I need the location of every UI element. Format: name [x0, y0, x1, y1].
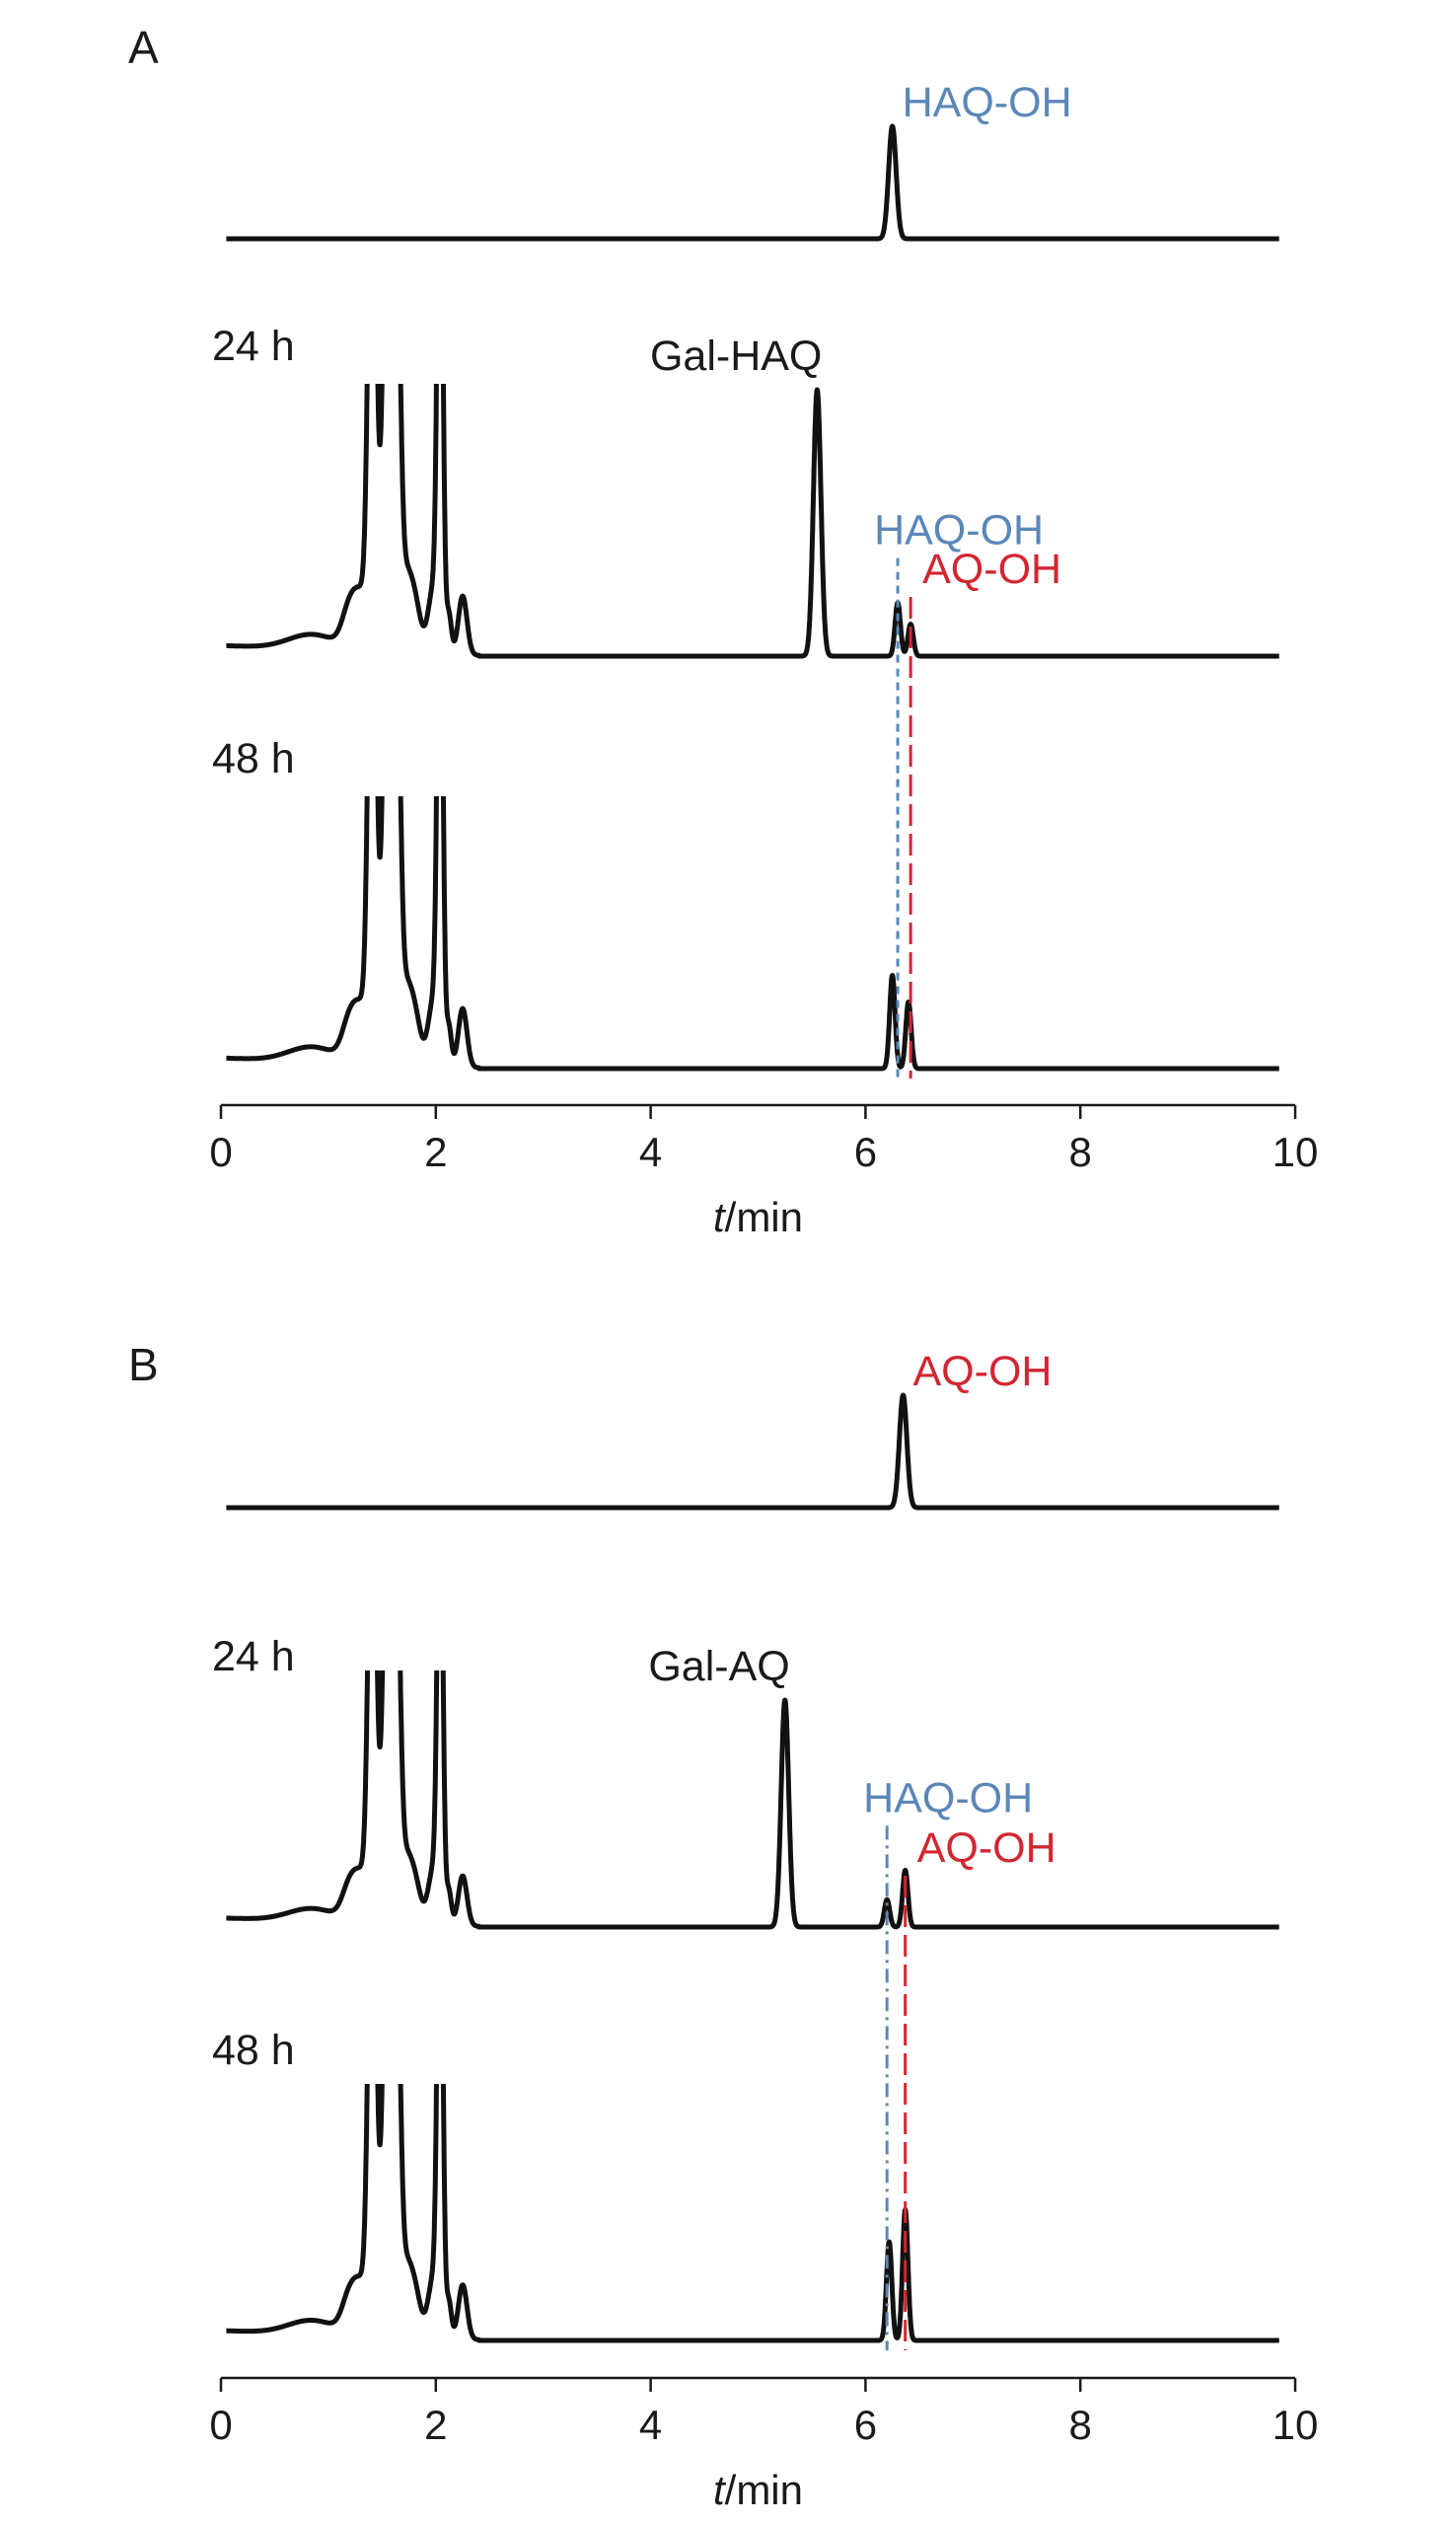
chromatogram-trace — [224, 796, 1281, 1072]
trace-label: 48 h — [212, 735, 295, 782]
peak-label: AQ-OH — [917, 1824, 1056, 1872]
x-tick-label: 4 — [639, 2402, 662, 2448]
x-tick-label: 0 — [209, 2402, 232, 2448]
peak-label: HAQ-OH — [903, 79, 1072, 126]
trace-label: 24 h — [212, 323, 295, 370]
trace-label: 48 h — [212, 2027, 295, 2074]
x-tick-label: 2 — [424, 2402, 447, 2448]
chromatogram-trace — [224, 123, 1281, 242]
x-axis-title: t/min — [713, 2467, 803, 2513]
peak-label: HAQ-OH — [874, 507, 1044, 555]
x-tick-label: 10 — [1273, 1129, 1319, 1175]
x-tick-label: 6 — [854, 1129, 877, 1175]
chromatogram-trace — [224, 1392, 1281, 1511]
peak-label: AQ-OH — [922, 546, 1061, 593]
x-axis: 0 2 4 6 8 10 t/min — [209, 2376, 1319, 2513]
peak-label: Gal-AQ — [648, 1643, 789, 1690]
peak-label: AQ-OH — [913, 1348, 1053, 1395]
chromatogram-trace — [224, 384, 1281, 659]
trace-label: 24 h — [212, 1633, 295, 1680]
chromatogram-trace — [224, 2084, 1281, 2343]
traces-group — [224, 123, 1281, 1072]
x-tick-label: 8 — [1069, 1129, 1092, 1175]
x-tick-label: 8 — [1069, 2402, 1092, 2448]
x-tick-label: 10 — [1273, 2402, 1319, 2448]
x-tick-label: 0 — [209, 1129, 232, 1175]
chromatogram-trace — [224, 1670, 1281, 1930]
peak-label: Gal-HAQ — [650, 333, 822, 380]
x-tick-label: 2 — [424, 1129, 447, 1175]
traces-group — [224, 1392, 1281, 2343]
x-tick-label: 6 — [854, 2402, 877, 2448]
panel-letter-b: B — [128, 1339, 159, 1390]
panel-letter-a: A — [128, 22, 159, 73]
x-axis: 0 2 4 6 8 10 t/min — [209, 1103, 1319, 1240]
x-tick-label: 4 — [639, 1129, 662, 1175]
peak-label: HAQ-OH — [863, 1774, 1033, 1821]
x-axis-title: t/min — [713, 1194, 803, 1240]
